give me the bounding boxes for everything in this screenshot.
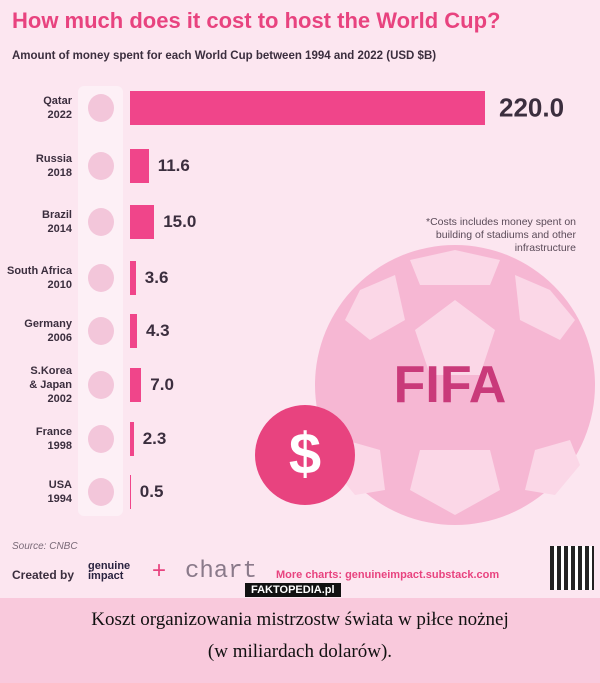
value-label: 3.6 — [144, 268, 169, 287]
logo — [88, 371, 114, 399]
value-label: 7.0 — [150, 375, 174, 394]
category-label: Russia 2018 — [35, 153, 72, 179]
background-art: $ FIFA — [78, 86, 595, 525]
watermark: FAKTOPEDIA.pl — [245, 583, 341, 597]
category-label: S.Korea & Japan 2002 — [29, 365, 72, 405]
caption-line: (w miliardach dolarów). — [207, 641, 393, 662]
logo-strip — [78, 86, 123, 516]
bar — [130, 368, 142, 402]
value-label: 15.0 — [163, 212, 197, 231]
value-label: 2.3 — [142, 429, 167, 448]
logo — [88, 317, 114, 345]
category-label: Brazil 2014 — [42, 209, 72, 235]
category-label: USA 1994 — [47, 479, 72, 505]
logo — [88, 264, 114, 292]
logo — [88, 152, 114, 180]
logo — [88, 478, 114, 506]
more-charts: More charts: genuineimpact.substack.com — [276, 569, 500, 581]
category-label: France 1998 — [35, 426, 72, 452]
category-label: Germany 2006 — [24, 318, 72, 344]
fifa-text: FIFA — [394, 356, 507, 414]
logo — [88, 425, 114, 453]
title: How much does it cost to host the World … — [12, 8, 501, 33]
logo — [88, 94, 114, 122]
bar — [130, 91, 485, 125]
brand: genuine impact — [88, 560, 131, 582]
qr-code — [550, 546, 594, 590]
bar — [130, 422, 134, 456]
bar — [130, 314, 137, 348]
logo — [88, 208, 114, 236]
note: *Costs includes money spent on building … — [426, 216, 576, 254]
bar — [130, 205, 155, 239]
bar — [130, 261, 136, 295]
chart-brand: chart — [185, 558, 258, 585]
caption: Koszt organizowania mistrzostw świata w … — [0, 604, 600, 668]
bar — [130, 149, 149, 183]
value-label: 11.6 — [157, 156, 190, 175]
created-by: Created by — [12, 568, 75, 582]
value-label: 0.5 — [139, 482, 164, 501]
dollar-badge — [255, 405, 355, 505]
subtitle: Amount of money spent for each World Cup… — [12, 50, 437, 62]
dollar-sign: $ — [289, 421, 321, 486]
caption-line: Koszt organizowania mistrzostw świata w … — [91, 609, 509, 630]
source: Source: CNBC — [12, 541, 78, 552]
value-label: 220.0 — [499, 92, 565, 123]
category-label: Qatar 2022 — [43, 95, 72, 121]
value-label: 4.3 — [145, 321, 170, 340]
bar — [130, 475, 131, 509]
category-label: South Africa 2010 — [7, 265, 72, 291]
plus: + — [152, 557, 167, 584]
infographic: $ FIFA How much does it cost to host the… — [0, 0, 600, 598]
